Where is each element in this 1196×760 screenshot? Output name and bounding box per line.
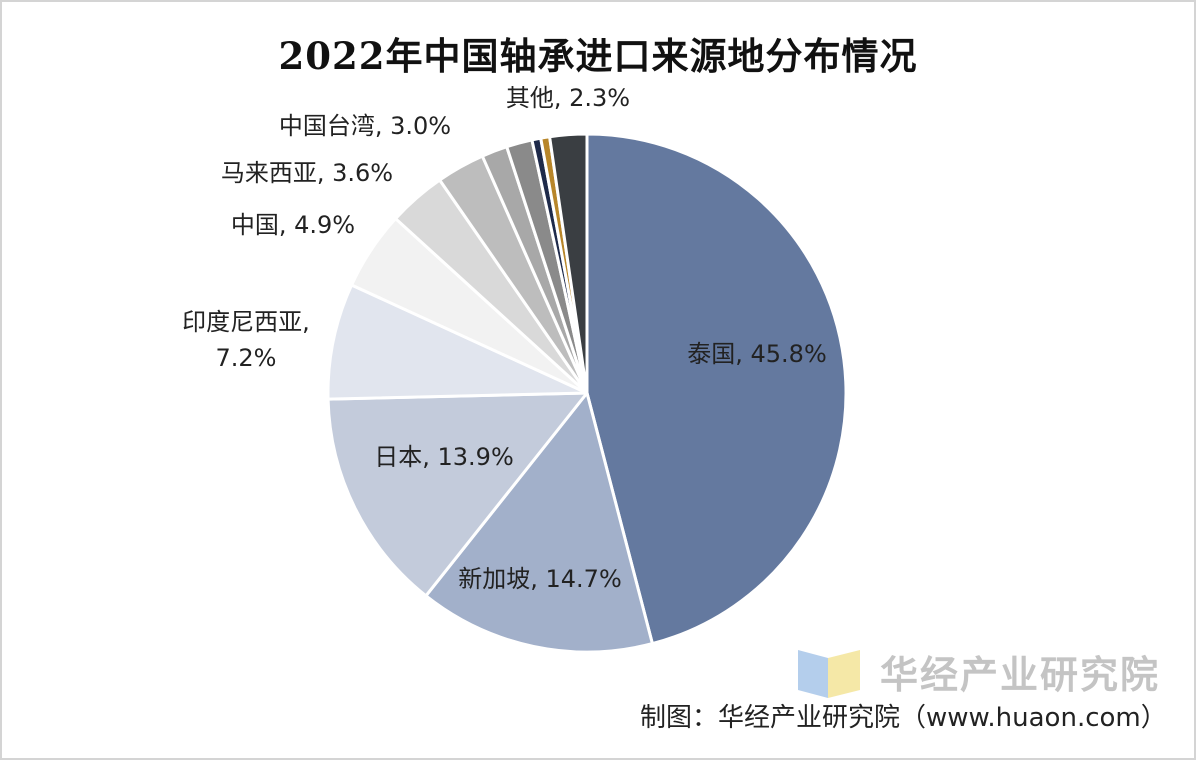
data-label-11: 其他, 2.3% xyxy=(506,84,630,112)
data-label-0: 泰国, 45.8% xyxy=(687,340,827,368)
pie-slice-1 xyxy=(424,391,654,654)
data-label-2: 日本, 13.9% xyxy=(374,443,514,471)
pie-slice-2 xyxy=(326,391,589,598)
data-label-3-line2: 7.2% xyxy=(216,344,277,372)
watermark-logo xyxy=(798,650,860,698)
pie-slice-0 xyxy=(585,132,848,646)
source-note: 制图：华经产业研究院（www.huaon.com） xyxy=(640,703,1167,733)
data-label-5: 马来西亚, 3.6% xyxy=(221,159,393,187)
data-label-1: 新加坡, 14.7% xyxy=(458,565,622,593)
pie-slice-3 xyxy=(326,283,589,401)
watermark-text: 华经产业研究院 xyxy=(880,653,1161,697)
data-label-6: 中国台湾, 3.0% xyxy=(279,112,451,140)
data-label-4: 中国, 4.9% xyxy=(231,211,355,239)
pie-slice-11 xyxy=(548,132,589,395)
data-label-3: 印度尼西亚, xyxy=(182,308,310,336)
chart-title: 2022年中国轴承进口来源地分布情况 xyxy=(278,34,918,78)
